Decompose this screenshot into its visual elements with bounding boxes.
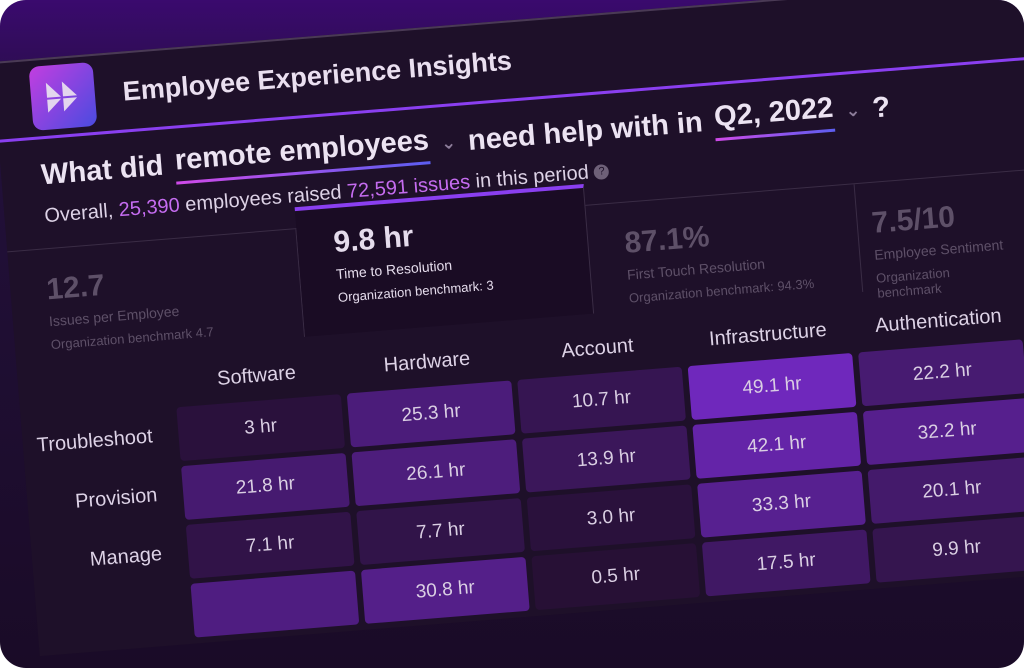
- heatmap-cell[interactable]: 3.0 hr: [526, 484, 696, 552]
- heatmap-cell[interactable]: 9.9 hr: [872, 515, 1024, 583]
- heatmap-cell[interactable]: 10.7 hr: [517, 366, 686, 434]
- heatmap-cell[interactable]: 26.1 hr: [351, 439, 521, 507]
- heatmap-cell[interactable]: 22.2 hr: [858, 339, 1024, 407]
- kpi-card[interactable]: 7.5/10 Employee Sentiment Organization ben…: [855, 172, 1013, 300]
- period-select[interactable]: Q2, 2022: [712, 91, 836, 142]
- column-header[interactable]: Software: [216, 361, 297, 390]
- heatmap-cell[interactable]: 21.8 hr: [181, 452, 350, 520]
- summary-prefix: Overall,: [43, 199, 115, 228]
- heatmap-cell[interactable]: 7.7 hr: [356, 498, 526, 566]
- app-header: Employee Experience Insights: [0, 0, 1024, 143]
- question-prefix: What did: [39, 149, 165, 191]
- heatmap-cell[interactable]: 7.1 hr: [185, 511, 355, 579]
- heatmap-cell[interactable]: 25.3 hr: [346, 380, 516, 448]
- kpi-benchmark: Organization benchmark: [875, 264, 951, 301]
- heatmap-cell[interactable]: 20.1 hr: [867, 456, 1024, 524]
- heatmap-cell[interactable]: 0.5 hr: [531, 543, 701, 611]
- kpi-label: Employee Sentiment: [873, 236, 1004, 263]
- heatmap-cell[interactable]: 30.8 hr: [360, 556, 530, 624]
- heatmap-cell[interactable]: 32.2 hr: [862, 398, 1024, 466]
- question-suffix: ?: [871, 90, 892, 124]
- row-header: Provision: [74, 483, 159, 513]
- heatmap-cell[interactable]: 42.1 hr: [692, 411, 862, 479]
- heatmap-cell[interactable]: 13.9 hr: [521, 425, 691, 493]
- help-icon[interactable]: ?: [593, 164, 610, 181]
- column-header[interactable]: Hardware: [382, 347, 472, 377]
- kpi-card[interactable]: 87.1% First Touch Resolution Organization …: [585, 184, 864, 314]
- question-middle: need help with in: [466, 105, 704, 157]
- kpi-card-active[interactable]: 9.8 hr Time to Resolution Organization ben…: [294, 183, 595, 337]
- heatmap-cell[interactable]: 17.5 hr: [701, 529, 871, 597]
- row-header: Manage: [89, 542, 163, 571]
- kpi-card[interactable]: 12.7 Issues per Employee Organization benc…: [7, 229, 306, 361]
- app-title: Employee Experience Insights: [121, 44, 513, 107]
- column-header[interactable]: Infrastructure: [708, 318, 828, 351]
- chevron-down-icon[interactable]: ⌄: [440, 131, 457, 153]
- heatmap-cell[interactable]: 3 hr: [176, 394, 346, 462]
- kpi-value: 7.5/10: [870, 200, 957, 240]
- employee-count: 25,390: [117, 194, 181, 222]
- heatmap-corner: [17, 364, 170, 415]
- column-header[interactable]: Account: [560, 334, 635, 363]
- fast-forward-icon: [28, 61, 98, 131]
- heatmap-cell[interactable]: [190, 570, 360, 638]
- audience-select[interactable]: remote employees: [173, 124, 431, 185]
- heatmap-cell[interactable]: 33.3 hr: [697, 470, 866, 538]
- column-header[interactable]: Authentication: [874, 304, 1003, 337]
- heatmap-cell[interactable]: 49.1 hr: [687, 352, 857, 421]
- row-header: [35, 584, 189, 650]
- row-header: Troubleshoot: [35, 424, 154, 457]
- chevron-down-icon[interactable]: ⌄: [844, 99, 862, 121]
